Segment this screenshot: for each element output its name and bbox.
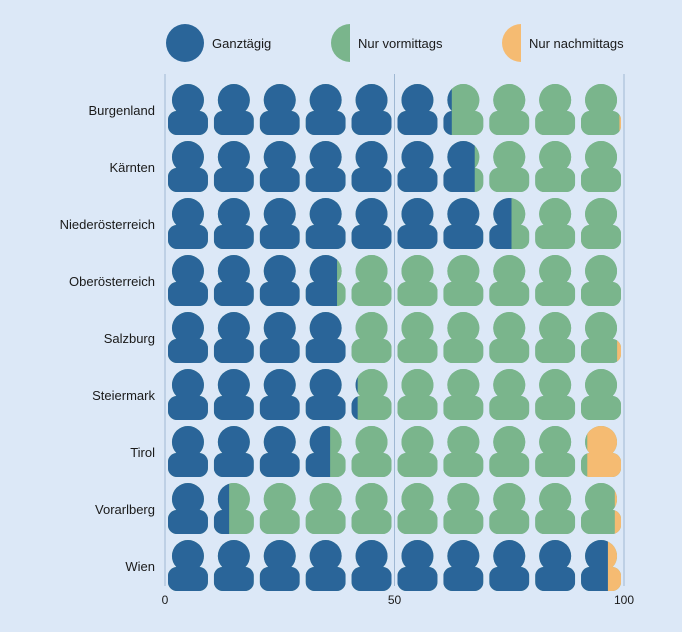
x-axis-ticks: 0 50 100 bbox=[162, 593, 635, 607]
legend-swatch-2 bbox=[502, 24, 521, 62]
bar-segment-4-0 bbox=[167, 312, 346, 363]
category-label-0: Burgenland bbox=[89, 103, 156, 118]
legend: Ganztägig Nur vormittags Nur nachmittags bbox=[166, 24, 624, 62]
grid-lines bbox=[164, 74, 625, 586]
bar-segment-1-0 bbox=[167, 141, 475, 192]
bar-segment-1-1 bbox=[474, 141, 622, 192]
bar-segment-6-1 bbox=[330, 426, 588, 477]
bar-segment-7-1 bbox=[229, 483, 615, 534]
bar-segment-7-2 bbox=[614, 483, 622, 534]
category-label-4: Salzburg bbox=[104, 331, 155, 346]
bar-segment-6-2 bbox=[587, 426, 622, 477]
x-tick-label-0: 0 bbox=[162, 593, 169, 607]
bar-segment-7-0 bbox=[167, 483, 230, 534]
category-label-1: Kärnten bbox=[109, 160, 155, 175]
category-label-2: Niederösterreich bbox=[60, 217, 155, 232]
bar-segment-5-0 bbox=[167, 369, 358, 420]
legend-label-1: Nur vormittags bbox=[358, 36, 443, 51]
category-label-8: Wien bbox=[125, 559, 155, 574]
bar-segment-6-0 bbox=[167, 426, 331, 477]
x-tick-label-1: 50 bbox=[388, 593, 402, 607]
bar-segment-3-0 bbox=[167, 255, 338, 306]
row-8: Wien bbox=[125, 540, 622, 591]
bar-segment-8-2 bbox=[607, 540, 622, 591]
legend-swatch-0 bbox=[166, 24, 204, 62]
bar-segment-4-1 bbox=[351, 312, 618, 363]
row-0: Burgenland bbox=[89, 84, 622, 135]
bar-segment-8-0 bbox=[167, 540, 608, 591]
bar-segment-5-1 bbox=[357, 369, 622, 420]
legend-swatch-1 bbox=[331, 24, 350, 62]
row-3: Oberösterreich bbox=[69, 255, 622, 306]
legend-label-0: Ganztägig bbox=[212, 36, 271, 51]
bar-segment-3-1 bbox=[337, 255, 622, 306]
row-2: Niederösterreich bbox=[60, 198, 622, 249]
category-label-5: Steiermark bbox=[92, 388, 155, 403]
bar-segment-2-0 bbox=[167, 198, 512, 249]
row-4: Salzburg bbox=[104, 312, 622, 363]
row-1: Kärnten bbox=[109, 141, 622, 192]
row-5: Steiermark bbox=[92, 369, 622, 420]
bar-segment-0-1 bbox=[451, 84, 620, 135]
category-label-3: Oberösterreich bbox=[69, 274, 155, 289]
legend-label-2: Nur nachmittags bbox=[529, 36, 624, 51]
bar-segment-4-2 bbox=[617, 312, 622, 363]
row-7: Vorarlberg bbox=[95, 483, 622, 534]
bar-segment-0-2 bbox=[619, 84, 622, 135]
bar-segment-0-0 bbox=[167, 84, 452, 135]
bar-segment-2-1 bbox=[511, 198, 622, 249]
row-6: Tirol bbox=[130, 426, 622, 477]
chart-rows: Burgenland Kärnten Niederösterreich Oberöst… bbox=[60, 84, 622, 591]
category-label-6: Tirol bbox=[130, 445, 155, 460]
x-tick-label-2: 100 bbox=[614, 593, 634, 607]
category-label-7: Vorarlberg bbox=[95, 502, 155, 517]
